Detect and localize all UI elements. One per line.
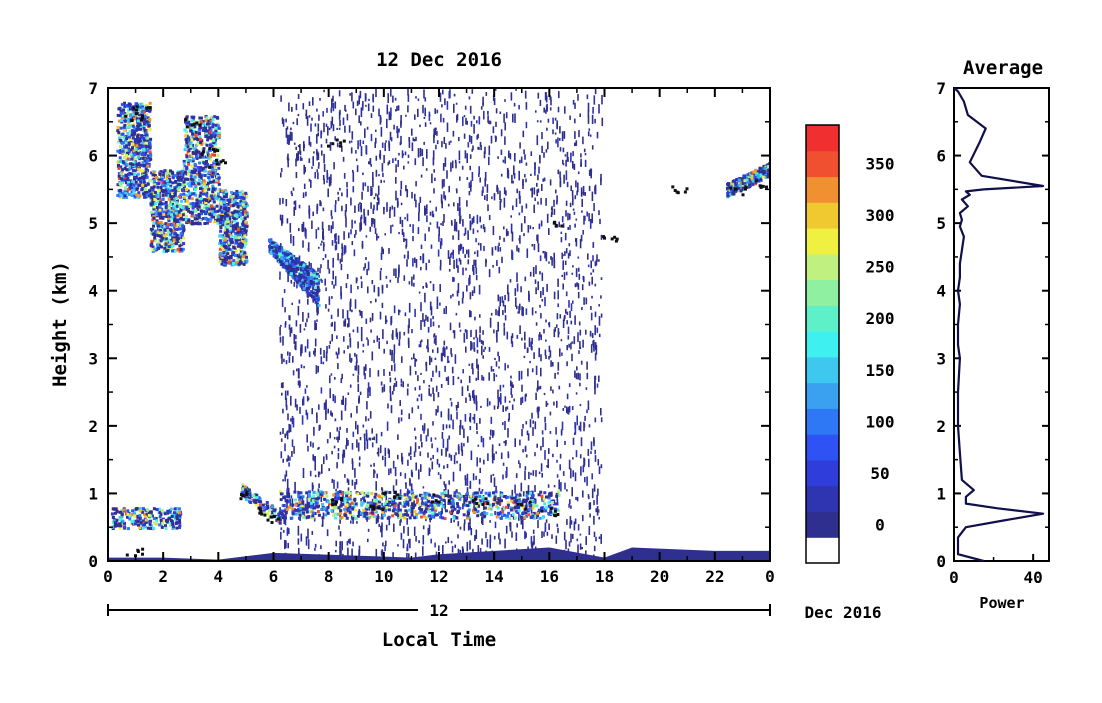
- avg-y-tick-label: 7: [936, 79, 946, 98]
- x-tick-label: 22: [705, 567, 724, 586]
- x-tick-label: 8: [324, 567, 334, 586]
- x-tick-label: 0: [765, 567, 775, 586]
- date-bar-month: Dec 2016: [804, 603, 881, 622]
- avg-y-tick-label: 3: [936, 349, 946, 368]
- y-tick-label: 7: [88, 79, 98, 98]
- heatmap-area: [108, 88, 773, 570]
- colorbar-swatch: [806, 280, 839, 306]
- avg-y-tick-label: 6: [936, 147, 946, 166]
- x-axis-label: Local Time: [382, 629, 496, 651]
- colorbar-label: 250: [866, 258, 895, 277]
- colorbar-label: 100: [866, 412, 895, 431]
- avg-y-tick-label: 2: [936, 417, 946, 436]
- main-chart-title: 12 Dec 2016: [376, 49, 502, 71]
- colorbar-swatch: [806, 434, 839, 460]
- colorbar-swatch: [806, 254, 839, 280]
- avg-y-tick-label: 5: [936, 214, 946, 233]
- colorbar-label: 200: [866, 309, 895, 328]
- colorbar-swatch: [806, 305, 839, 331]
- colorbar-swatch: [806, 460, 839, 486]
- y-tick-label: 4: [88, 282, 98, 301]
- colorbar-label: 350: [866, 155, 895, 174]
- avg-y-tick-label: 4: [936, 282, 946, 301]
- date-bar: 12: [108, 600, 770, 620]
- avg-x-axis-label: Power: [979, 594, 1024, 612]
- late-cirrus-cluster: [726, 162, 773, 198]
- colorbar-swatch: [806, 331, 839, 357]
- x-tick-label: 0: [103, 567, 113, 586]
- colorbar-swatch: [806, 512, 839, 538]
- colorbar-swatch: [806, 228, 839, 254]
- colorbar-swatch: [806, 486, 839, 512]
- date-bar-day: 12: [429, 601, 448, 620]
- colorbar-label: 50: [870, 464, 889, 483]
- y-tick-label: 3: [88, 349, 98, 368]
- y-tick-label: 5: [88, 214, 98, 233]
- x-tick-label: 20: [650, 567, 669, 586]
- x-tick-label: 6: [269, 567, 279, 586]
- x-tick-label: 10: [374, 567, 393, 586]
- colorbar-swatch: [806, 177, 839, 203]
- avg-plot-frame: [954, 88, 1049, 561]
- colorbar-swatch: [806, 151, 839, 177]
- colorbar-swatch: [806, 202, 839, 228]
- y-tick-label: 1: [88, 484, 98, 503]
- avg-x-tick-label: 40: [1024, 568, 1043, 587]
- x-tick-label: 4: [214, 567, 224, 586]
- y-tick-label: 2: [88, 417, 98, 436]
- colorbar-swatch: [806, 408, 839, 434]
- colorbar-label: 150: [866, 361, 895, 380]
- avg-y-tick-label: 0: [936, 552, 946, 571]
- colorbar-swatch: [806, 383, 839, 409]
- x-tick-label: 18: [595, 567, 614, 586]
- x-tick-label: 2: [158, 567, 168, 586]
- average-profile-panel: 0 1 2 3 4 5 6 7 0 40: [936, 79, 1049, 587]
- y-axis-label: Height (km): [49, 261, 71, 387]
- average-power-line: [954, 88, 1043, 561]
- colorbar: 0 50 100 150 200 250 300 350: [806, 125, 894, 564]
- colorbar-swatch: [806, 125, 839, 151]
- cirrus-cluster: [116, 102, 249, 267]
- colorbar-swatch: [806, 537, 839, 563]
- x-tick-label: 12: [429, 567, 448, 586]
- descending-cloud-cluster: [268, 238, 321, 307]
- y-tick-label: 6: [88, 147, 98, 166]
- colorbar-label: 300: [866, 206, 895, 225]
- avg-x-tick-label: 0: [949, 568, 959, 587]
- colorbar-swatch: [806, 357, 839, 383]
- x-tick-label: 14: [485, 567, 504, 586]
- x-tick-label: 16: [540, 567, 559, 586]
- colorbar-label: 0: [875, 515, 885, 534]
- avg-chart-title: Average: [963, 57, 1043, 79]
- avg-y-tick-label: 1: [936, 484, 946, 503]
- y-tick-label: 0: [88, 552, 98, 571]
- early-bl-cluster: [111, 507, 182, 530]
